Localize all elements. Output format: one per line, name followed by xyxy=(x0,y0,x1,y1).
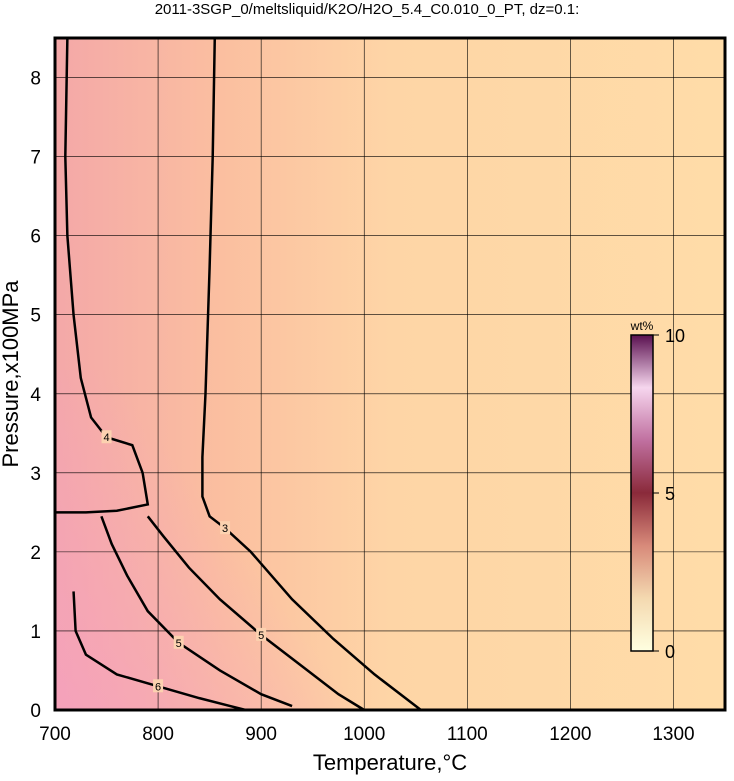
contour-label: 3 xyxy=(222,523,228,535)
colorbar-tick-label: 10 xyxy=(665,326,685,346)
y-tick-label: 1 xyxy=(30,622,41,643)
x-tick-label: 1200 xyxy=(549,724,591,745)
contour-line xyxy=(201,37,422,711)
contour-label-bg xyxy=(153,679,164,693)
colorbar-tick-label: 5 xyxy=(665,484,675,504)
colorbar-label: wt% xyxy=(630,319,654,333)
x-tick-label: 800 xyxy=(142,724,174,745)
y-tick-label: 6 xyxy=(30,227,41,248)
x-tick-label: 1100 xyxy=(447,724,488,745)
x-tick-label: 700 xyxy=(39,724,71,745)
x-tick-label: 900 xyxy=(245,724,277,745)
contour-label-bg xyxy=(173,635,184,649)
contour-line xyxy=(72,591,247,712)
y-tick-label: 4 xyxy=(30,385,41,406)
colorbar-tick-label: 0 xyxy=(665,642,675,662)
y-tick-label: 7 xyxy=(30,148,41,169)
chart-title: 2011-3SGP_0/meltsliquid/K2O/H2O_5.4_C0.0… xyxy=(155,1,580,18)
y-tick-label: 8 xyxy=(30,69,41,90)
y-tick-label: 5 xyxy=(30,306,41,327)
x-tick-label: 1000 xyxy=(343,724,385,745)
contour-label: 5 xyxy=(258,630,264,642)
x-tick-label: 1300 xyxy=(652,724,694,745)
contour-label: 4 xyxy=(103,432,109,444)
y-tick-label: 0 xyxy=(30,701,41,722)
y-tick-label: 3 xyxy=(30,464,41,485)
colorbar xyxy=(630,334,654,652)
contour-line xyxy=(100,515,293,708)
contour-label: 5 xyxy=(176,638,182,650)
contour-line xyxy=(146,515,365,712)
y-tick-label: 2 xyxy=(30,543,41,564)
x-axis-label: Temperature,°C xyxy=(313,750,467,775)
y-axis-label: Pressure,x100MPa xyxy=(0,280,23,468)
contour-label: 6 xyxy=(155,681,161,693)
contour-label-bg xyxy=(220,521,231,535)
contour-label-bg xyxy=(256,627,267,641)
frame xyxy=(53,36,727,712)
contour-label-bg xyxy=(101,430,112,444)
